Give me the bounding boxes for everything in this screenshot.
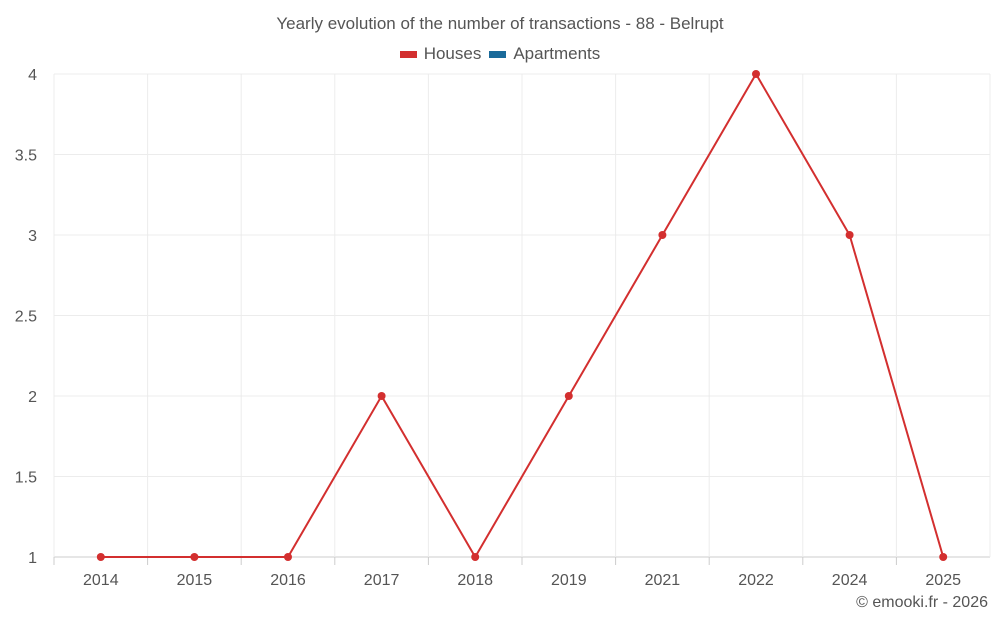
legend-label-apartments: Apartments <box>513 44 601 63</box>
x-tick-label: 2015 <box>177 572 213 589</box>
x-tick-label: 2018 <box>457 572 493 589</box>
x-tick-label: 2019 <box>551 572 587 589</box>
y-tick-label: 2.5 <box>15 309 37 326</box>
chart-title: Yearly evolution of the number of transa… <box>276 14 724 33</box>
data-point-houses <box>939 553 948 561</box>
grid <box>53 73 991 558</box>
x-tick-label: 2014 <box>83 572 119 589</box>
legend-swatch-apartments <box>489 50 507 58</box>
data-point-houses <box>752 70 760 78</box>
x-tick-label: 2024 <box>832 572 868 589</box>
data-point-houses <box>658 231 667 239</box>
x-tick-label: 2022 <box>738 572 774 589</box>
legend-item-apartments[interactable]: Apartments <box>489 44 600 64</box>
y-tick-label: 4 <box>28 67 37 84</box>
data-point-houses <box>564 392 573 400</box>
axes: 1 1.5 2 2.5 3 3.5 4 2014 2015 2016 2017 2018 2019 202… <box>15 67 961 589</box>
legend-swatch-houses <box>399 50 417 58</box>
data-point-houses <box>845 231 854 239</box>
series-line-houses <box>100 73 945 558</box>
data-point-houses <box>471 553 480 561</box>
y-tick-label: 2 <box>28 389 37 406</box>
y-tick-label: 3.5 <box>15 148 37 165</box>
data-point-houses <box>377 392 386 400</box>
data-point-houses <box>190 553 199 561</box>
x-tick-label: 2017 <box>364 572 400 589</box>
x-tick-label: 2025 <box>925 572 961 589</box>
data-point-houses <box>96 553 105 561</box>
data-point-houses <box>284 553 292 561</box>
y-tick-label: 1.5 <box>15 470 37 487</box>
x-tick-label: 2016 <box>270 572 306 589</box>
y-tick-label: 1 <box>28 550 37 567</box>
legend-label-houses: Houses <box>423 44 482 63</box>
y-tick-label: 3 <box>28 228 37 245</box>
credit-text: © emooki.fr - 2026 <box>856 594 988 611</box>
legend-item-houses[interactable]: Houses <box>399 44 482 64</box>
x-tick-label: 2021 <box>645 572 681 589</box>
legend: Houses Apartments <box>0 44 1000 64</box>
series <box>96 70 948 561</box>
